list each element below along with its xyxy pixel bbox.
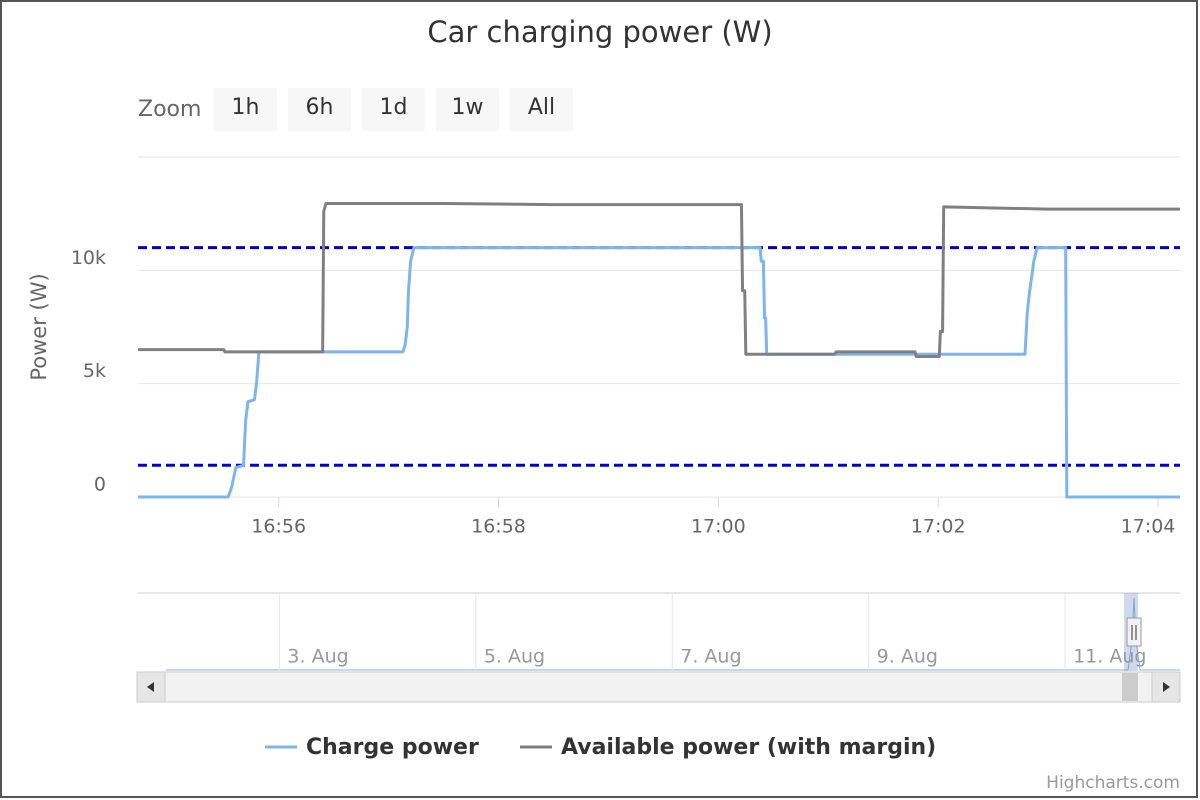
y-axis-title: Power (W) (27, 273, 51, 380)
y-tick-label: 5k (83, 360, 106, 382)
zoom-button[interactable] (510, 88, 573, 131)
series-line (138, 201, 1180, 358)
x-tick-label: 17:04 (1121, 516, 1176, 538)
x-tick-label: 16:58 (471, 516, 526, 538)
navigator-tick-label: 11. Aug (1073, 646, 1146, 668)
zoom-button-label: All (528, 95, 555, 120)
navigator-series (166, 597, 1180, 671)
credits[interactable]: Highcharts.com (1046, 773, 1180, 793)
zoom-buttons: 1h 6h 1d 1w All (214, 88, 573, 131)
zoom-button[interactable] (288, 88, 351, 131)
zoom-label: Zoom (138, 97, 201, 122)
legend: Charge power Available power (with margin… (265, 735, 936, 760)
x-tick-label: 16:56 (251, 516, 306, 538)
zoom-button-label: 1h (232, 95, 260, 120)
y-tick-label: 10k (71, 247, 106, 269)
zoom-button[interactable] (214, 88, 277, 131)
zoom-button-label: 1d (380, 95, 408, 120)
scrollbar-arrow (147, 682, 154, 692)
navigator-tick-label: 7. Aug (680, 646, 741, 668)
x-tick-label: 17:00 (691, 516, 746, 538)
scrollbar-track[interactable] (136, 671, 1181, 703)
navigator-handle[interactable] (1126, 617, 1142, 647)
zoom-button-label: 6h (306, 95, 334, 120)
navigator-tick-label: 9. Aug (877, 646, 938, 668)
y-tick-label: 0 (94, 474, 106, 496)
series-line (138, 246, 1180, 499)
x-tick-label: 17:02 (911, 516, 966, 538)
navigator-tick-label: 3. Aug (287, 646, 348, 668)
navigator-tick-label: 5. Aug (484, 646, 545, 668)
chart-title: Car charging power (W) (427, 15, 772, 49)
scrollbar-thumb[interactable] (1122, 673, 1138, 701)
scrollbar-arrow (1163, 682, 1170, 692)
zoom-button[interactable] (436, 88, 499, 131)
legend-label[interactable]: Available power (with margin) (561, 735, 936, 760)
zoom-button-label: 1w (452, 95, 484, 120)
legend-label[interactable]: Charge power (306, 735, 479, 760)
zoom-button[interactable] (362, 88, 425, 131)
